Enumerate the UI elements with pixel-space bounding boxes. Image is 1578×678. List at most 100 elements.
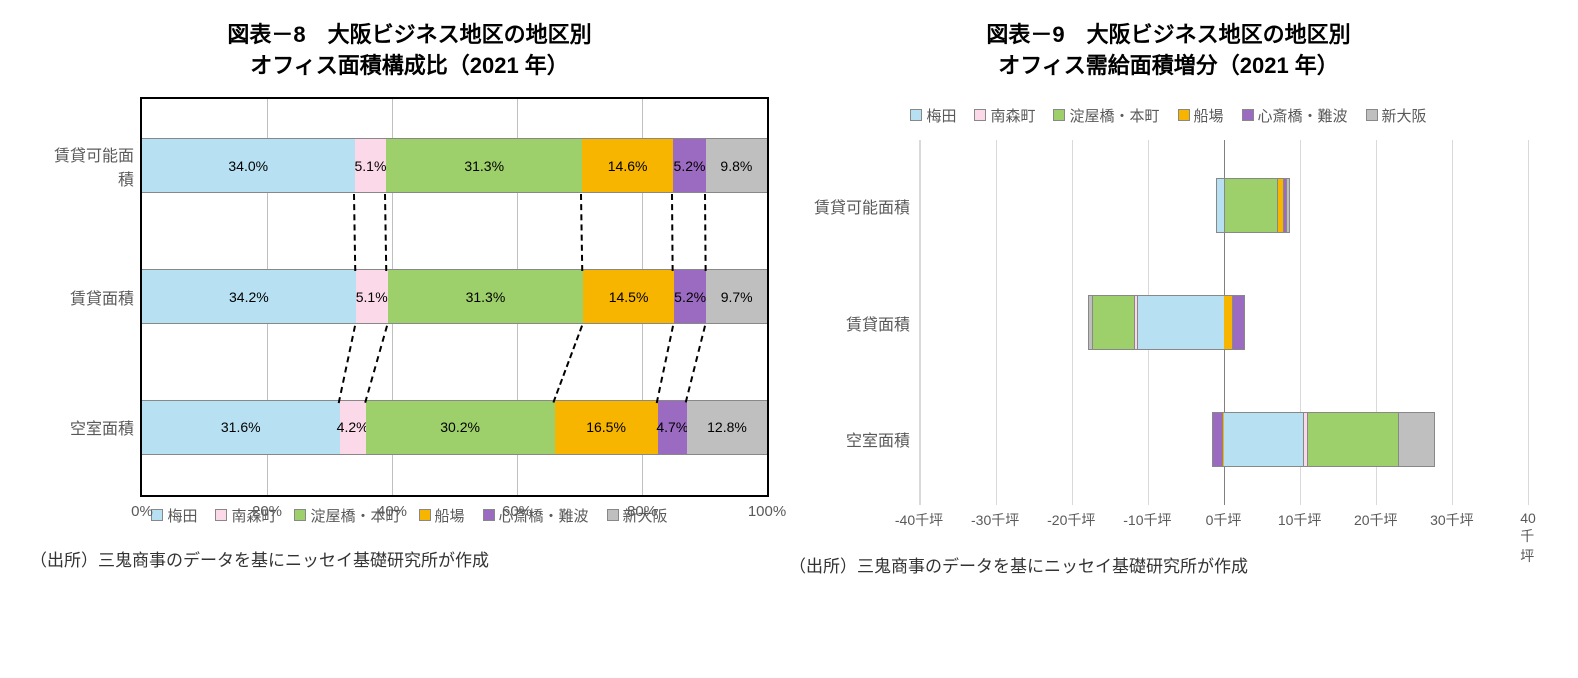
x-tick: 60% bbox=[502, 503, 532, 520]
connector-line bbox=[553, 325, 584, 403]
segment-umeda: 34.0% bbox=[142, 138, 355, 193]
legend-swatch bbox=[1366, 109, 1378, 121]
connector-line bbox=[685, 326, 706, 403]
x-tick: -10千坪 bbox=[1123, 510, 1171, 530]
segment-umeda: 31.6% bbox=[142, 400, 340, 455]
segment-yodoya bbox=[1308, 412, 1399, 467]
x-tick: 80% bbox=[627, 503, 657, 520]
x-tick: 20千坪 bbox=[1354, 510, 1398, 530]
legend-swatch bbox=[1053, 109, 1065, 121]
segment-yodoya bbox=[1225, 178, 1278, 233]
segment-minamimori: 5.1% bbox=[356, 269, 388, 324]
segment-umeda bbox=[1224, 412, 1304, 467]
legend-item-umeda: 梅田 bbox=[910, 105, 956, 126]
segment-shinsai: 5.2% bbox=[674, 269, 707, 324]
segment-senba: 16.5% bbox=[555, 400, 658, 455]
segment-senba: 14.6% bbox=[582, 138, 673, 193]
connector-line bbox=[704, 194, 707, 271]
x-tick: 10千坪 bbox=[1278, 510, 1322, 530]
neg-stack bbox=[920, 295, 1224, 350]
segment-minamimori: 4.2% bbox=[340, 400, 366, 455]
segment-minamimori: 5.1% bbox=[355, 138, 387, 193]
x-tick: -40千坪 bbox=[895, 510, 943, 530]
connector-line bbox=[384, 194, 387, 271]
legend-label: 梅田 bbox=[926, 105, 956, 126]
legend-item-senba: 船場 bbox=[1178, 105, 1224, 126]
segment-yodoya: 30.2% bbox=[366, 400, 555, 455]
bar-row: 賃貸可能面積 bbox=[920, 178, 1528, 233]
bar-row: 空室面積 bbox=[920, 412, 1528, 467]
bar-row: 賃貸面積34.2%5.1%31.3%14.5%5.2%9.7% bbox=[142, 269, 767, 324]
legend-swatch bbox=[974, 109, 986, 121]
chart-9-source: （出所）三鬼商事のデータを基にニッセイ基礎研究所が作成 bbox=[789, 552, 1548, 577]
segment-shinsai bbox=[1212, 412, 1222, 467]
connector-line bbox=[364, 326, 388, 404]
segment-shinosaka bbox=[1399, 412, 1435, 467]
chart-8-source: （出所）三鬼商事のデータを基にニッセイ基礎研究所が作成 bbox=[30, 546, 789, 571]
chart-9-panel: 図表－9 大阪ビジネス地区の地区別 オフィス需給面積増分（2021 年） 梅田 南… bbox=[789, 20, 1548, 658]
category-label: 賃貸可能面積 bbox=[42, 142, 142, 190]
x-axis: 0%20%40%60%80%100% bbox=[142, 503, 767, 523]
x-tick: 0千坪 bbox=[1206, 510, 1242, 530]
legend-item-minamimori: 南森町 bbox=[974, 105, 1035, 126]
category-label: 空室面積 bbox=[42, 415, 142, 439]
connector-line bbox=[580, 194, 583, 271]
segment-senba bbox=[1224, 295, 1233, 350]
legend-swatch bbox=[1178, 109, 1190, 121]
x-tick: 40% bbox=[377, 503, 407, 520]
pos-stack bbox=[1224, 178, 1528, 233]
segment-senba: 14.5% bbox=[583, 269, 674, 324]
segment-shinosaka: 12.8% bbox=[687, 400, 767, 455]
legend-swatch bbox=[910, 109, 922, 121]
x-tick: 30千坪 bbox=[1430, 510, 1474, 530]
chart-8-panel: 図表－8 大阪ビジネス地区の地区別 オフィス面積構成比（2021 年） 賃貸可能… bbox=[30, 20, 789, 658]
plot-area: 賃貸可能面積賃貸面積空室面積 bbox=[919, 140, 1528, 505]
neg-stack bbox=[920, 178, 1224, 233]
chart-9-legend: 梅田 南森町 淀屋橋・本町 船場 心斎橋・難波 新大阪 bbox=[789, 105, 1548, 126]
segment-shinosaka bbox=[1287, 178, 1289, 233]
chart-9-title: 図表－9 大阪ビジネス地区の地区別 オフィス需給面積増分（2021 年） bbox=[789, 20, 1548, 82]
category-label: 賃貸面積 bbox=[800, 311, 920, 335]
category-label: 空室面積 bbox=[800, 427, 920, 451]
bar-row: 賃貸面積 bbox=[920, 295, 1528, 350]
segment-shinosaka: 9.8% bbox=[706, 138, 767, 193]
legend-item-shinosaka: 新大阪 bbox=[1366, 105, 1427, 126]
legend-item-yodoya: 淀屋橋・本町 bbox=[1053, 105, 1159, 126]
pos-stack bbox=[1224, 412, 1528, 467]
bar-row: 賃貸可能面積34.0%5.1%31.3%14.6%5.2%9.8% bbox=[142, 138, 767, 193]
gridline bbox=[1528, 140, 1529, 505]
x-axis: -40千坪-30千坪-20千坪-10千坪0千坪10千坪20千坪30千坪40千坪 bbox=[919, 510, 1528, 540]
legend-swatch bbox=[1242, 109, 1254, 121]
chart-9-plot: 賃貸可能面積賃貸面積空室面積-40千坪-30千坪-20千坪-10千坪0千坪10千… bbox=[919, 140, 1528, 540]
x-tick: 40千坪 bbox=[1520, 510, 1536, 566]
category-label: 賃貸可能面積 bbox=[800, 194, 920, 218]
x-tick: 20% bbox=[252, 503, 282, 520]
segment-yodoya: 31.3% bbox=[388, 269, 584, 324]
connector-line bbox=[353, 194, 356, 271]
pos-stack bbox=[1224, 295, 1528, 350]
legend-label: 南森町 bbox=[990, 105, 1035, 126]
segment-shinsai: 4.7% bbox=[658, 400, 687, 455]
connector-line bbox=[671, 194, 674, 271]
legend-item-shinsai: 心斎橋・難波 bbox=[1242, 105, 1348, 126]
legend-label: 心斎橋・難波 bbox=[1258, 105, 1348, 126]
legend-label: 淀屋橋・本町 bbox=[1069, 105, 1159, 126]
segment-shinosaka: 9.7% bbox=[706, 269, 767, 324]
segment-yodoya: 31.3% bbox=[386, 138, 582, 193]
segment-shinsai bbox=[1233, 295, 1244, 350]
chart-8-plot: 賃貸可能面積34.0%5.1%31.3%14.6%5.2%9.8% 賃貸面積34.… bbox=[140, 97, 769, 497]
x-tick: 100% bbox=[748, 503, 786, 520]
neg-stack bbox=[920, 412, 1224, 467]
x-tick: -20千坪 bbox=[1047, 510, 1095, 530]
chart-8-title: 図表－8 大阪ビジネス地区の地区別 オフィス面積構成比（2021 年） bbox=[30, 20, 789, 82]
segment-shinsai: 5.2% bbox=[673, 138, 706, 193]
x-tick: 0% bbox=[131, 503, 153, 520]
category-label: 賃貸面積 bbox=[42, 285, 142, 309]
segment-umeda bbox=[1137, 295, 1224, 350]
legend-label: 新大阪 bbox=[1382, 105, 1427, 126]
segment-yodoya bbox=[1092, 295, 1134, 350]
legend-label: 船場 bbox=[1194, 105, 1224, 126]
bar-row: 空室面積31.6%4.2%30.2%16.5%4.7%12.8% bbox=[142, 400, 767, 455]
connector-line bbox=[338, 326, 356, 403]
x-tick: -30千坪 bbox=[971, 510, 1019, 530]
